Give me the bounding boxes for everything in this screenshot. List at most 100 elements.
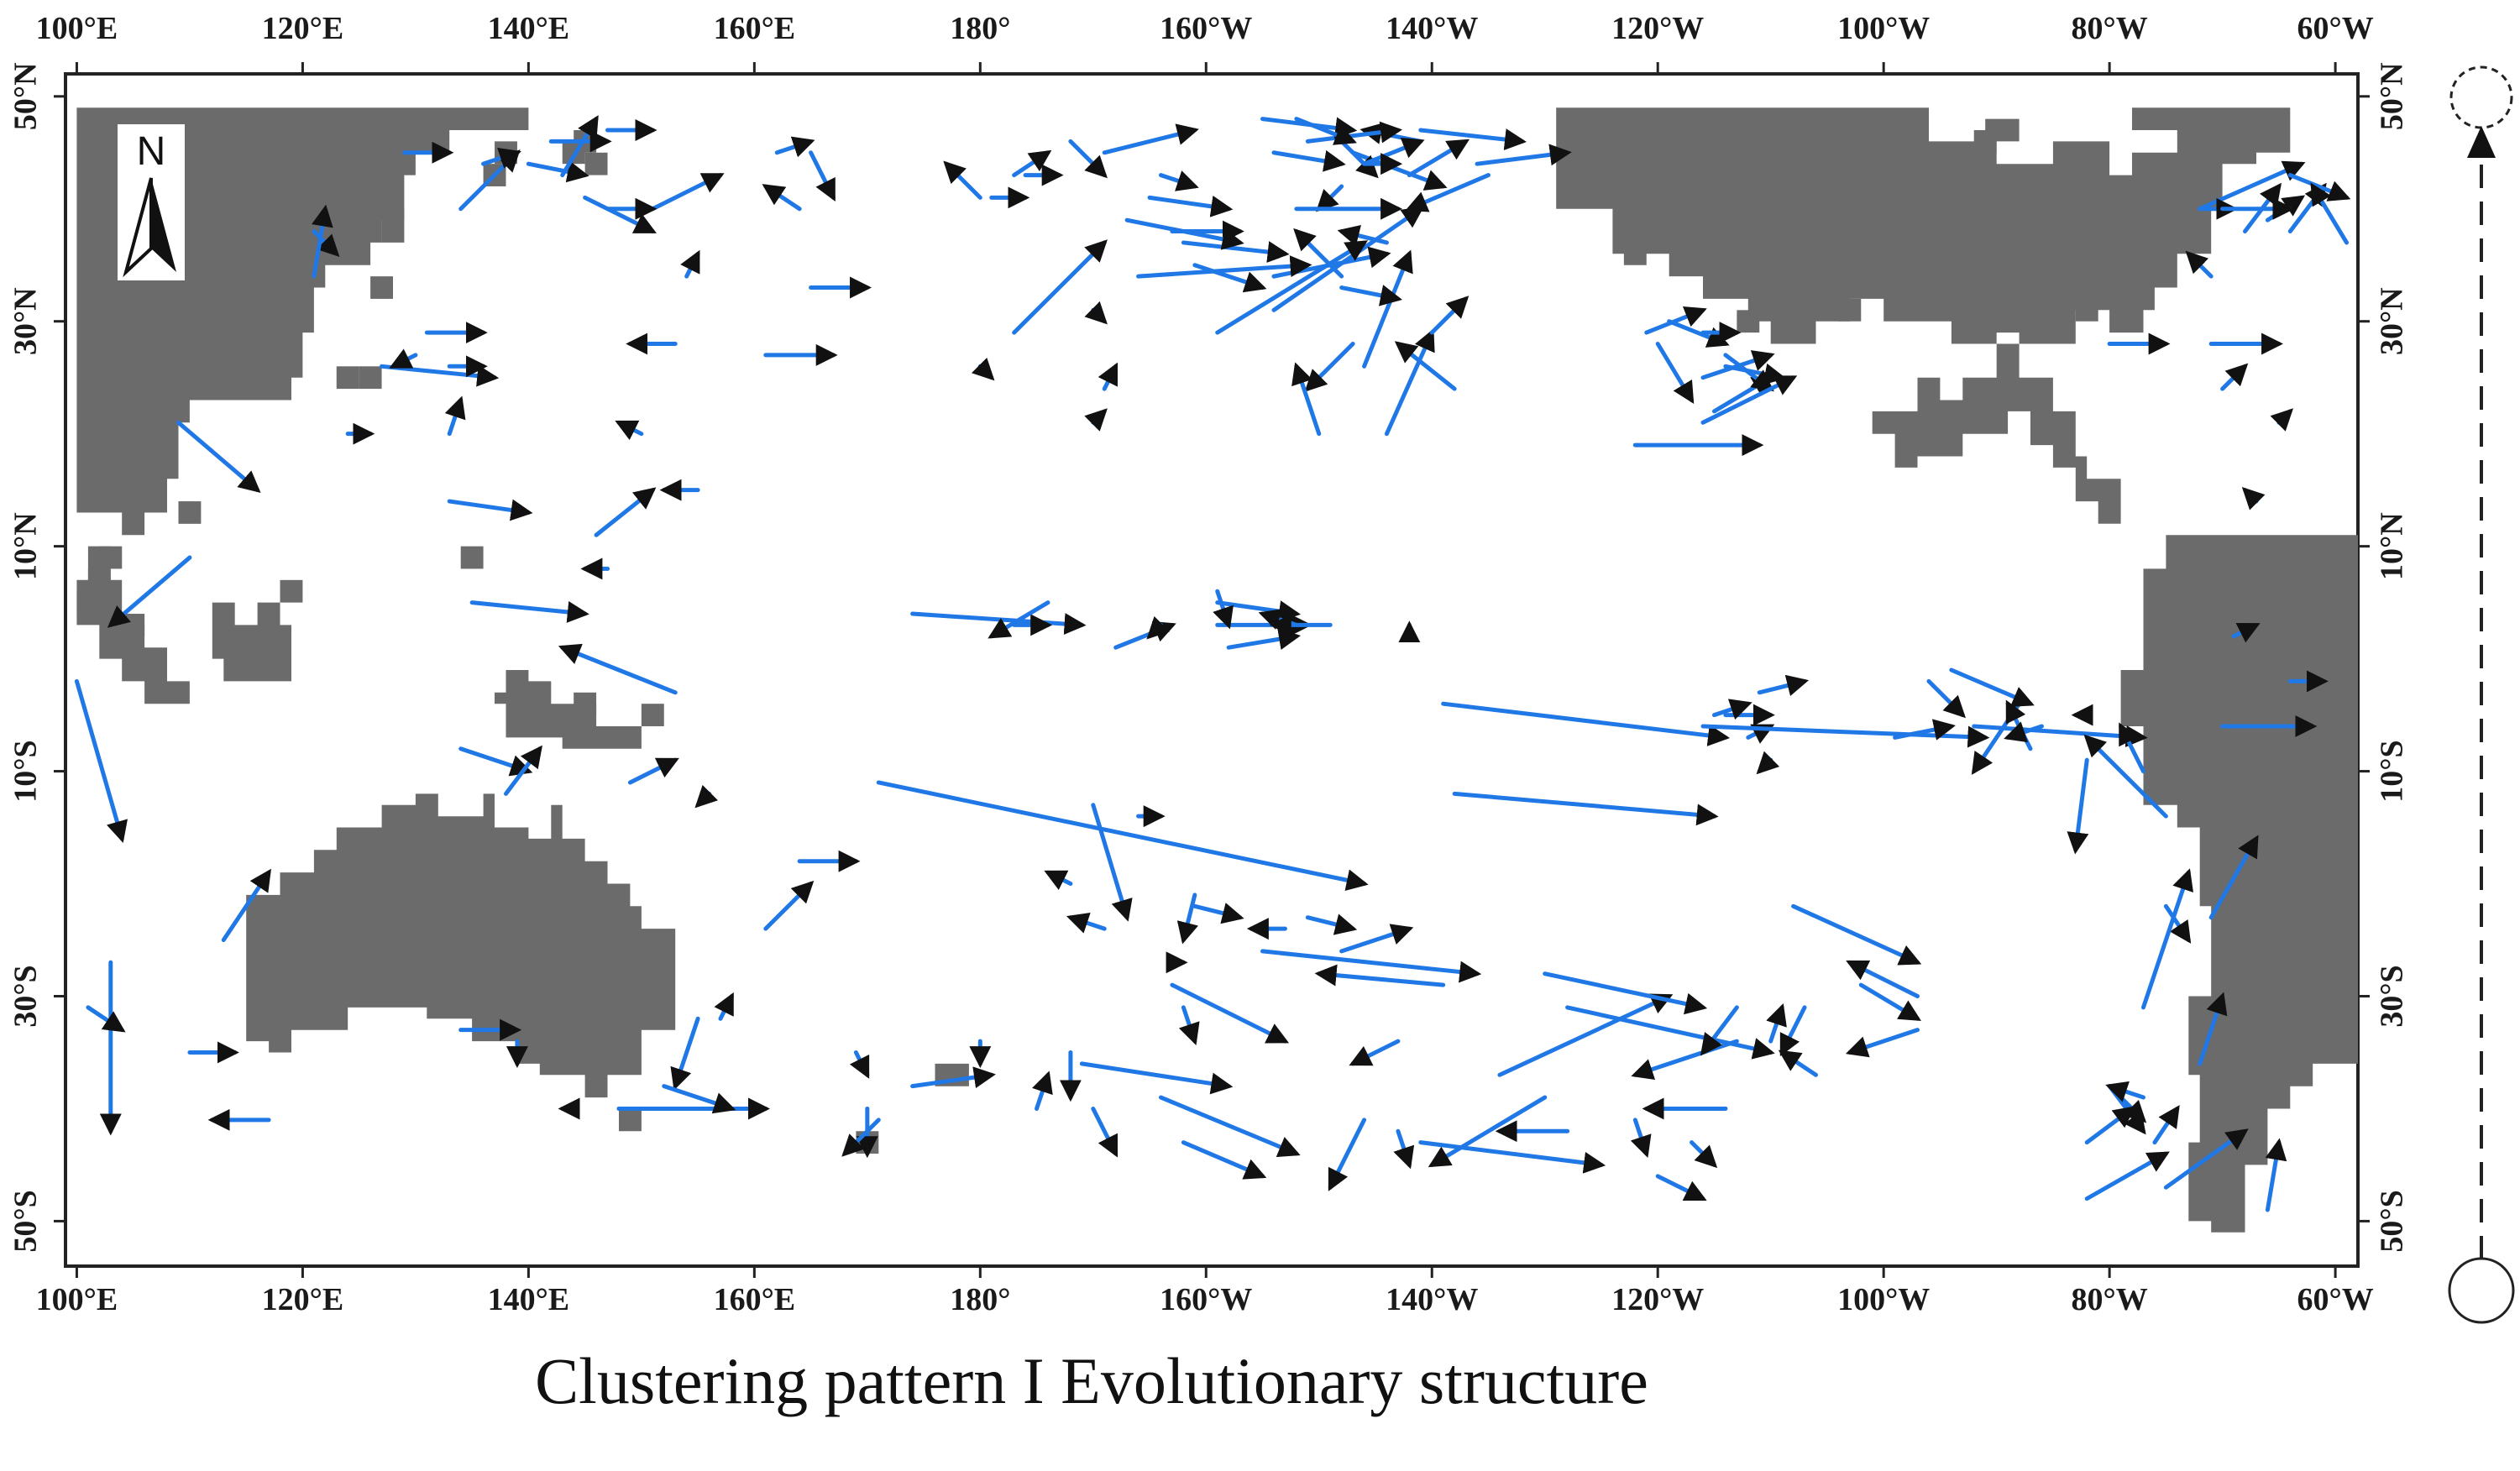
migration-trajectory bbox=[1339, 924, 1414, 954]
migration-trajectory bbox=[1630, 1118, 1652, 1158]
migration-trajectory bbox=[1091, 1106, 1119, 1158]
migration-trajectory bbox=[1136, 255, 1312, 279]
migration-trajectory bbox=[650, 173, 725, 212]
x-tick-label-bottom: 120°W bbox=[1611, 1282, 1704, 1317]
y-tick-label-left: 10°S bbox=[8, 740, 44, 802]
land-cell bbox=[76, 591, 100, 615]
x-tick-label-bottom: 140°W bbox=[1386, 1282, 1478, 1317]
land-cell bbox=[99, 546, 123, 569]
migration-trajectory bbox=[458, 746, 533, 777]
land-cell bbox=[584, 152, 608, 175]
migration-trajectory bbox=[988, 600, 1050, 639]
migration-trajectory bbox=[2265, 1138, 2287, 1212]
migration-trajectory bbox=[1192, 903, 1244, 924]
migration-trajectory bbox=[809, 150, 836, 202]
y-tick-label-right: 30°S bbox=[2375, 965, 2410, 1027]
migration-trajectory bbox=[2067, 757, 2089, 855]
x-tick-label-bottom: 160°E bbox=[714, 1282, 796, 1317]
migration-trajectory bbox=[1215, 240, 1368, 335]
migration-trajectory bbox=[1304, 342, 1355, 392]
y-tick-label-right: 50°S bbox=[2375, 1190, 2410, 1252]
migration-trajectory bbox=[1766, 1002, 1787, 1044]
migration-trajectory bbox=[1349, 1039, 1401, 1066]
migration-trajectory bbox=[1176, 893, 1199, 945]
x-tick-label-top: 100°W bbox=[1837, 11, 1930, 46]
migration-trajectory bbox=[1393, 1128, 1415, 1170]
migration-trajectory bbox=[714, 992, 734, 1021]
migration-trajectory bbox=[503, 745, 542, 796]
migration-trajectory bbox=[1012, 149, 1052, 178]
migration-trajectory bbox=[221, 868, 271, 943]
migration-trajectory bbox=[694, 784, 719, 809]
land-south-america bbox=[2120, 535, 2358, 1233]
axis-ticks bbox=[54, 62, 2370, 1278]
land-borneo bbox=[212, 602, 291, 682]
migration-trajectory bbox=[2105, 1081, 2145, 1102]
migration-trajectory bbox=[1394, 341, 1457, 391]
migration-trajectory bbox=[1079, 1061, 1234, 1095]
migration-trajectory bbox=[680, 249, 700, 279]
migration-trajectory bbox=[1723, 353, 1774, 392]
migration-trajectory bbox=[1068, 139, 1108, 179]
migration-trajectory bbox=[1846, 960, 1920, 998]
migration-trajectory bbox=[1170, 982, 1290, 1044]
migration-trajectory bbox=[1215, 600, 1302, 622]
migration-trajectory bbox=[107, 555, 192, 628]
y-tick-label-left: 50°S bbox=[8, 1190, 44, 1252]
migration-trajectory bbox=[910, 1066, 996, 1089]
land-cell bbox=[2075, 298, 2098, 322]
migration-trajectory bbox=[1102, 123, 1199, 155]
migration-trajectory bbox=[176, 420, 261, 494]
migration-trajectory bbox=[1226, 628, 1301, 651]
x-tick-label-bottom: 100°E bbox=[36, 1282, 118, 1317]
figure-caption: Clustering pattern I Evolutionary struct… bbox=[535, 1344, 1648, 1417]
migration-trajectory bbox=[841, 1118, 881, 1157]
migration-trajectory bbox=[1147, 195, 1234, 217]
migration-trajectory bbox=[1384, 328, 1435, 437]
migration-trajectory bbox=[627, 757, 679, 785]
land-australia bbox=[246, 793, 676, 1098]
migration-trajectory bbox=[1644, 306, 1707, 335]
x-tick-label-top: 140°E bbox=[488, 11, 570, 46]
migration-trajectory bbox=[1084, 301, 1108, 325]
migration-trajectory bbox=[1294, 117, 1357, 145]
migration-trajectory bbox=[526, 160, 589, 183]
migration-trajectory bbox=[1779, 1005, 1807, 1057]
migration-trajectory bbox=[1756, 751, 1780, 775]
migration-trajectory bbox=[447, 499, 533, 521]
migration-trajectory bbox=[1655, 342, 1695, 404]
migration-trajectory bbox=[1700, 350, 1775, 380]
timeline-arrow-icon bbox=[2467, 126, 2496, 158]
migration-trajectory bbox=[2270, 408, 2293, 432]
migration-trajectory bbox=[1667, 319, 1730, 348]
migration-trajectory bbox=[1362, 137, 1425, 166]
x-tick-label-bottom: 180° bbox=[950, 1282, 1010, 1317]
migration-trajectory bbox=[1845, 1028, 1920, 1058]
migration-trajectory bbox=[1543, 971, 1708, 1015]
x-tick-label-bottom: 140°E bbox=[488, 1282, 570, 1317]
migration-trajectory bbox=[1655, 1174, 1707, 1201]
migration-trajectory bbox=[2163, 903, 2192, 944]
migration-trajectory bbox=[1192, 263, 1267, 293]
y-tick-label-left: 30°N bbox=[8, 287, 44, 355]
migration-trajectory bbox=[615, 420, 644, 441]
land-cell bbox=[280, 579, 303, 603]
migration-trajectory bbox=[2185, 250, 2214, 279]
migration-trajectory bbox=[1260, 949, 1482, 983]
migration-trajectory bbox=[2231, 622, 2261, 643]
migration-trajectory bbox=[849, 1050, 870, 1079]
migration-trajectory bbox=[1565, 1005, 1775, 1060]
migration-trajectory bbox=[312, 204, 333, 279]
migration-trajectory bbox=[1428, 1095, 1548, 1168]
migration-trajectory bbox=[1328, 1118, 1367, 1191]
migration-trajectory bbox=[1337, 224, 1389, 247]
timeline-start-marker bbox=[2449, 65, 2513, 129]
migration-trajectory bbox=[1475, 144, 1572, 166]
migration-trajectory bbox=[1757, 674, 1810, 697]
landmass-layer bbox=[76, 107, 2358, 1233]
migration-trajectory bbox=[74, 678, 128, 843]
migration-trajectory bbox=[1305, 913, 1358, 935]
x-tick-label-top: 80°W bbox=[2072, 11, 2148, 46]
migration-trajectory bbox=[2208, 835, 2259, 920]
x-tick-label-top: 120°W bbox=[1611, 11, 1704, 46]
